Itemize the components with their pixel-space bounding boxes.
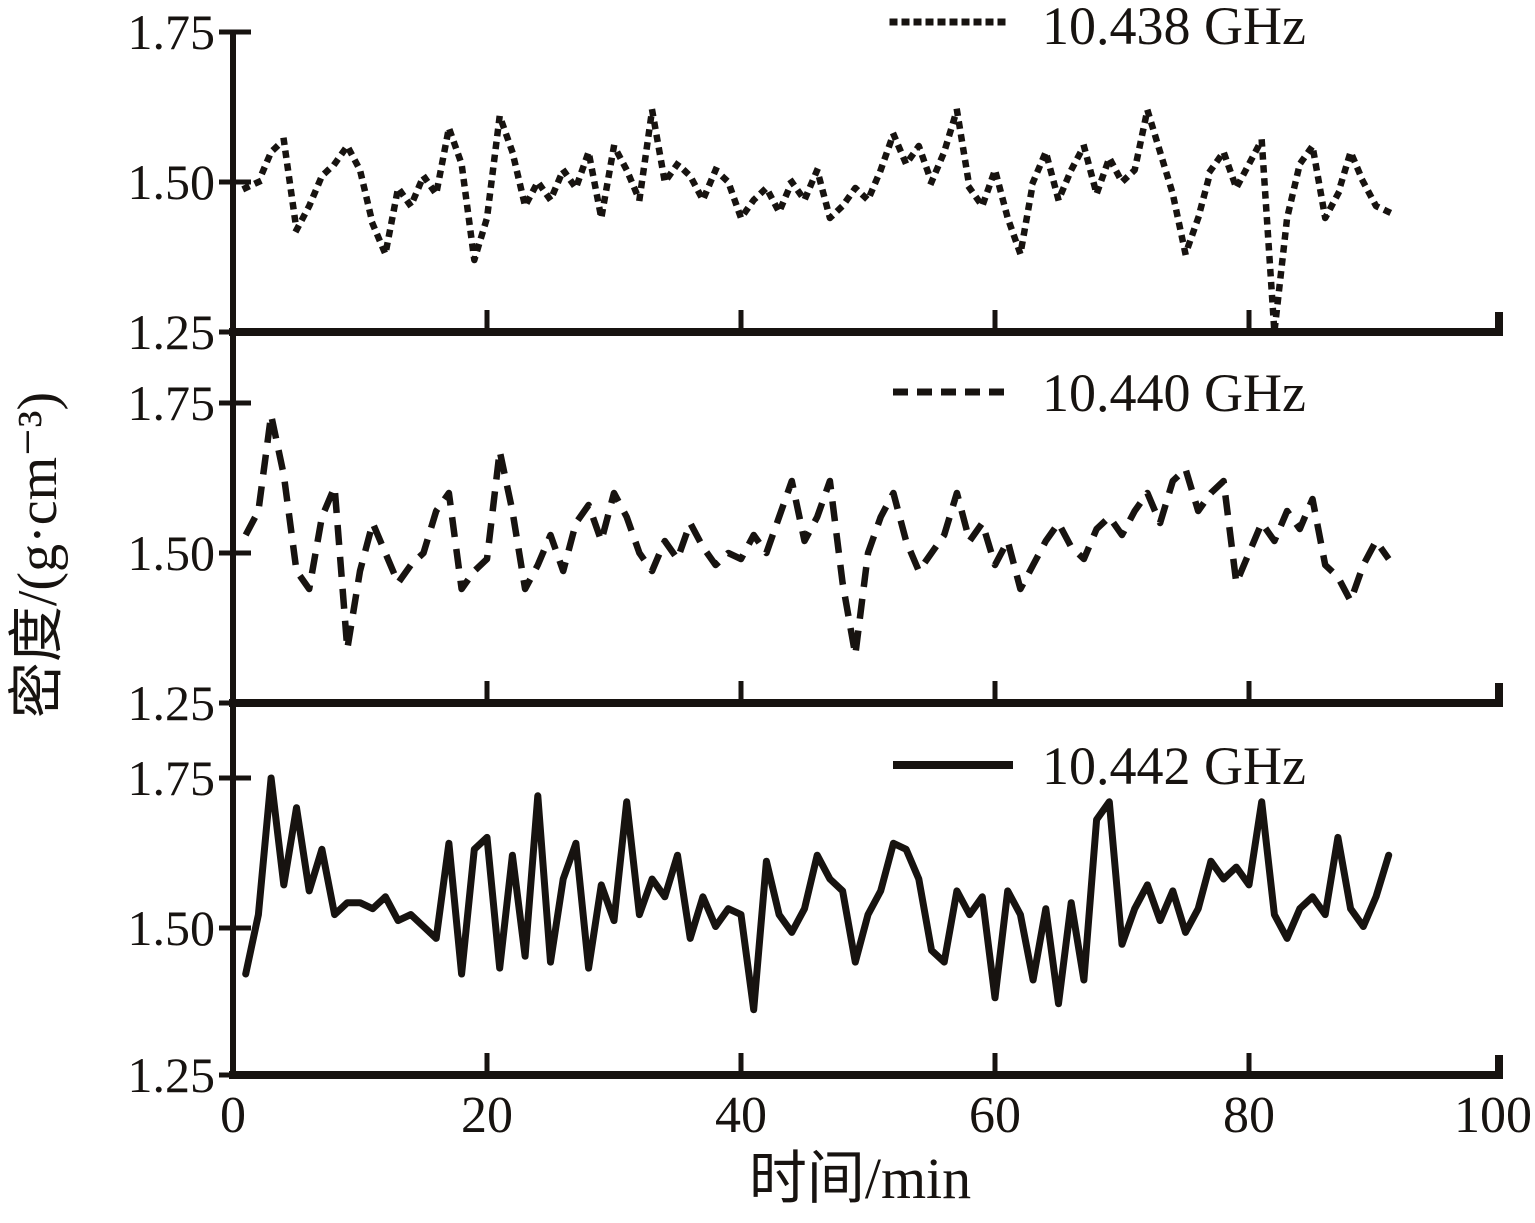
axes — [219, 29, 1503, 1079]
y-tick-p2-175: 1.75 — [127, 375, 216, 431]
x-tick-80: 80 — [1223, 1087, 1275, 1144]
series-10.442GHz-solid-line — [242, 774, 1393, 1014]
x-axis-title: 时间/min — [748, 1146, 972, 1211]
legend-label-10438: 10.438 GHz — [1042, 0, 1306, 56]
x-tick-0: 0 — [220, 1087, 246, 1144]
y-tick-p2-125: 1.25 — [127, 675, 216, 731]
y-tick-p1-150: 1.50 — [127, 154, 216, 210]
x-tick-20: 20 — [461, 1087, 513, 1144]
series-10.440GHz-dashed-line — [242, 411, 1392, 659]
y-tick-p2-150: 1.50 — [127, 525, 216, 581]
legend-label-10440: 10.440 GHz — [1042, 363, 1306, 423]
y-ticks — [219, 29, 251, 1078]
y-tick-p1-175: 1.75 — [127, 4, 216, 60]
y-tick-p3-175: 1.75 — [127, 750, 216, 806]
series-10.438GHz-dotted-line — [241, 106, 1394, 336]
y-tick-p3-150: 1.50 — [127, 900, 216, 956]
y-tick-p3-125: 1.25 — [127, 1047, 216, 1103]
x-tick-60: 60 — [969, 1087, 1021, 1144]
x-tick-40: 40 — [715, 1087, 767, 1144]
y-axis-title: 密度/(g·cm⁻³) — [7, 391, 69, 719]
legend-label-10442: 10.442 GHz — [1042, 736, 1306, 796]
x-tick-100: 100 — [1454, 1087, 1532, 1144]
x-ticks — [484, 310, 1252, 1075]
x-axis-spines — [229, 328, 1503, 1079]
y-tick-p1-125: 1.25 — [127, 304, 216, 360]
